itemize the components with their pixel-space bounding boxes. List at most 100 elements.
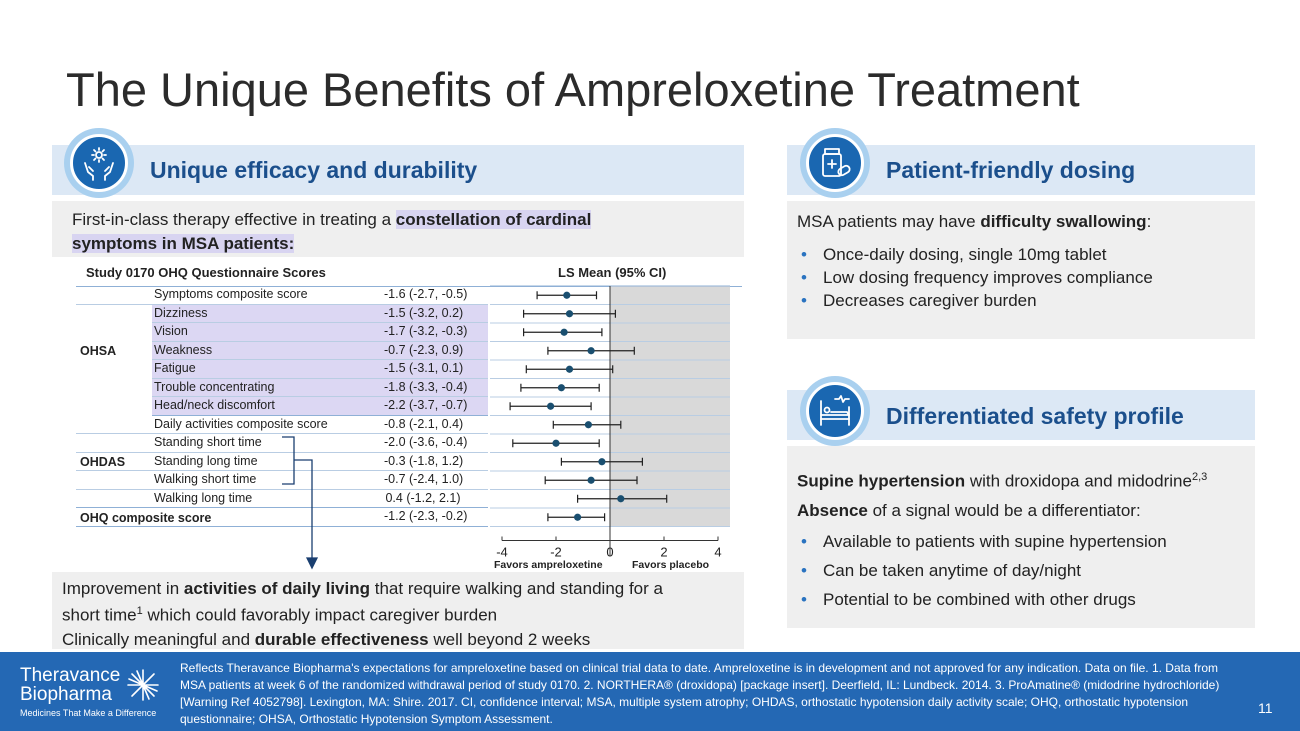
logo-star-icon — [127, 669, 159, 701]
row-ci-value: -1.5 (-3.2, 0.2) — [384, 305, 464, 320]
row-label: Vision — [154, 324, 188, 338]
x-tick-label: 2 — [660, 545, 667, 560]
efficacy-intro-text: First-in-class therapy effective in trea… — [72, 208, 732, 256]
row-label: Fatigue — [154, 361, 196, 375]
x-tick-label: 0 — [606, 545, 613, 560]
row-label: Standing short time — [154, 435, 262, 449]
mean-point — [547, 402, 555, 410]
row-ci-value: -1.5 (-3.1, 0.1) — [384, 361, 464, 375]
forest-table: Symptoms composite score -1.6 (-2.7, -0.5… — [76, 286, 742, 527]
dosing-header-title: Patient-friendly dosing — [886, 157, 1136, 183]
placebo-shaded-region — [610, 286, 730, 527]
safety-line-2: Absence of a signal would be a different… — [797, 501, 1141, 521]
row-label: Head/neck discomfort — [154, 398, 275, 412]
safety-line-1-sup: 2,3 — [1191, 471, 1208, 483]
adl-prefix: Improvement in — [62, 579, 184, 598]
dosing-bullet: Decreases caregiver burden — [797, 289, 1247, 312]
safety-line-1: Supine hypertension with droxidopa and m… — [797, 471, 1207, 492]
page-title: The Unique Benefits of Ampreloxetine Tre… — [66, 63, 1080, 116]
table-row: Vision -1.7 (-3.2, -0.3) — [152, 323, 488, 342]
dosing-intro-suffix: : — [1146, 212, 1152, 231]
mean-point — [587, 476, 595, 484]
row-label: Standing long time — [154, 453, 258, 468]
logo-tagline: Medicines That Make a Difference — [20, 708, 157, 718]
row-ci-value: -1.8 (-3.3, -0.4) — [384, 379, 468, 394]
durable-suffix: well beyond 2 weeks — [428, 630, 591, 649]
forest-plot: -4 -2 0 2 4 — [490, 285, 730, 560]
favors-placebo-label: Favors placebo — [632, 559, 710, 571]
group-label-ohdas: OHDAS — [80, 455, 126, 469]
dosing-bullets: Once-daily dosing, single 10mg tablet Lo… — [797, 243, 1247, 312]
table-row: Trouble concentrating -1.8 (-3.3, -0.4) — [152, 378, 488, 397]
hands-gear-icon — [84, 147, 114, 181]
logo-line-1: Theravance — [20, 665, 121, 686]
ohq-composite-label: OHQ composite score — [80, 511, 212, 525]
row-label: Weakness — [154, 342, 213, 357]
row-label: Daily activities composite score — [154, 416, 328, 431]
row-label: Trouble concentrating — [154, 379, 275, 394]
adl-line2-suffix: which could favorably impact caregiver b… — [142, 605, 498, 625]
row-ci-value: -1.2 (-2.3, -0.2) — [384, 509, 468, 523]
row-label: Dizziness — [154, 305, 208, 320]
row-label: Walking short time — [154, 472, 257, 486]
dosing-intro-bold: difficulty swallowing — [980, 212, 1147, 231]
safety-icon-circle — [800, 376, 870, 446]
safety-bullet: Potential to be combined with other drug… — [797, 588, 1247, 611]
hospital-bed-icon — [820, 395, 850, 426]
table-row: Fatigue -1.5 (-3.1, 0.1) — [152, 360, 488, 379]
x-tick-label: -4 — [496, 545, 508, 560]
safety-line-2-suffix: of a signal would be a differentiator: — [867, 501, 1141, 520]
mean-point — [563, 291, 571, 299]
safety-line-2-bold: Absence — [797, 501, 868, 520]
table-top-rule — [76, 286, 742, 287]
row-ci-value: 0.4 (-1.2, 2.1) — [385, 490, 461, 505]
adl-sup: 1 — [136, 605, 143, 617]
efficacy-header-bar — [52, 145, 744, 195]
intro-highlight-1: constellation of cardinal — [395, 210, 592, 229]
intro-highlight-2: symptoms in MSA patients: — [72, 234, 295, 253]
table-row: -1.2 (-2.3, -0.2) — [76, 508, 488, 527]
table-row: Standing long time -0.3 (-1.8, 1.2) — [76, 453, 488, 471]
dosing-bullet: Once-daily dosing, single 10mg tablet — [797, 243, 1247, 266]
safety-line-1-bold: Supine hypertension — [797, 471, 966, 491]
row-ci-value: -2.0 (-3.6, -0.4) — [384, 435, 468, 449]
durable-effectiveness-text: Clinically meaningful and durable effect… — [62, 630, 590, 650]
mean-point — [587, 347, 595, 355]
adl-improvement-text: Improvement in activities of daily livin… — [62, 577, 738, 627]
table-row: Symptoms composite score -1.6 (-2.7, -0.5… — [76, 286, 488, 305]
x-tick-label: 4 — [714, 545, 721, 560]
dosing-bullet: Low dosing frequency improves compliance — [797, 266, 1247, 289]
mean-point — [584, 421, 592, 429]
mean-point — [574, 513, 582, 521]
durable-bold: durable effectiveness — [254, 630, 429, 649]
table-title: Study 0170 OHQ Questionnaire Scores — [86, 265, 326, 280]
footer-bar — [0, 652, 1300, 731]
adl-line2: short time — [62, 605, 137, 625]
logo-line-2: Biopharma — [20, 684, 112, 705]
row-ci-value: -1.6 (-2.7, -0.5) — [384, 287, 468, 301]
row-ci-value: -0.3 (-1.8, 1.2) — [384, 453, 464, 468]
row-ci-value: -0.7 (-2.3, 0.9) — [384, 342, 464, 357]
bracket-arrow — [282, 436, 319, 570]
row-label: Symptoms composite score — [154, 287, 308, 301]
table-row: Walking long time 0.4 (-1.2, 2.1) — [76, 490, 488, 508]
intro-prefix: First-in-class therapy effective in trea… — [72, 210, 396, 229]
mean-point — [565, 310, 574, 318]
durable-prefix: Clinically meaningful and — [62, 630, 255, 649]
x-tick-label: -2 — [550, 545, 562, 560]
table-row: Dizziness -1.5 (-3.2, 0.2) — [152, 304, 488, 323]
mean-point — [557, 384, 565, 392]
row-ci-value: -0.7 (-2.4, 1.0) — [384, 472, 464, 486]
mean-point — [560, 328, 568, 336]
table-row: Walking short time -0.7 (-2.4, 1.0) — [76, 471, 488, 490]
row-label: Walking long time — [154, 490, 253, 505]
safety-line-1-suffix: with droxidopa and midodrine — [965, 471, 1192, 491]
safety-bullet: Can be taken anytime of day/night — [797, 559, 1247, 582]
pill-bottle-icon — [822, 148, 851, 177]
adl-bold: activities of daily living — [183, 579, 371, 598]
dosing-intro: MSA patients may have difficulty swallow… — [797, 212, 1151, 232]
table-row: Head/neck discomfort -2.2 (-3.7, -0.7) — [152, 397, 488, 416]
efficacy-bottom-box — [52, 572, 744, 649]
safety-bullets: Available to patients with supine hypert… — [797, 530, 1247, 611]
safety-bullet: Available to patients with supine hypert… — [797, 530, 1247, 553]
